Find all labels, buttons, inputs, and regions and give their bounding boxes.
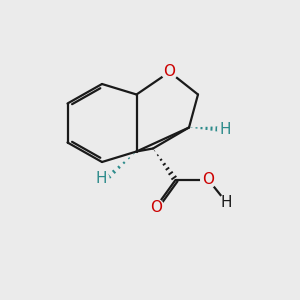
Circle shape — [162, 64, 177, 80]
Text: O: O — [202, 172, 214, 188]
Text: H: H — [95, 171, 107, 186]
Circle shape — [218, 121, 233, 137]
Text: H: H — [220, 122, 231, 136]
Circle shape — [148, 199, 164, 215]
Circle shape — [201, 172, 216, 188]
Circle shape — [219, 195, 234, 210]
Text: O: O — [150, 200, 162, 214]
Circle shape — [93, 171, 109, 186]
Text: O: O — [164, 64, 175, 80]
Text: H: H — [221, 195, 232, 210]
